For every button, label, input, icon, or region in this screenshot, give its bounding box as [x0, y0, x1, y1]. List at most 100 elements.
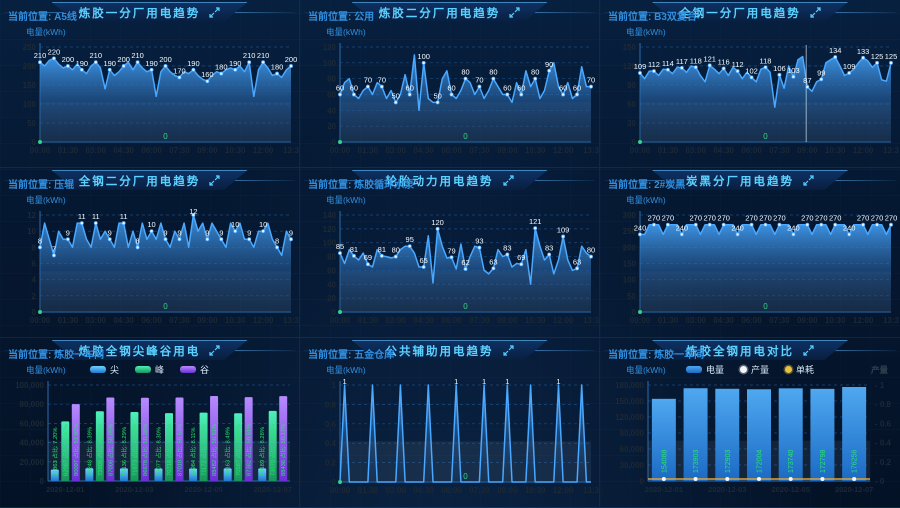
- svg-text:- 0.6: - 0.6: [875, 419, 892, 428]
- expand-icon[interactable]: [502, 345, 514, 356]
- expand-icon[interactable]: [209, 175, 220, 186]
- expand-icon[interactable]: [509, 7, 520, 18]
- legend-item-dianliang[interactable]: 电量: [685, 363, 724, 376]
- svg-text:270: 270: [648, 214, 661, 223]
- svg-text:120: 120: [623, 62, 637, 71]
- svg-text:190: 190: [229, 59, 242, 68]
- svg-text:87008 占比: 50.05%: 87008 占比: 50.05%: [106, 424, 114, 476]
- svg-text:9: 9: [219, 228, 223, 237]
- svg-text:01:30: 01:30: [658, 316, 679, 325]
- svg-text:07:30: 07:30: [169, 316, 190, 325]
- line-chart-lianjiao-1[interactable]: 0 50 100 150 200 250 00:00 01:30 03:00 04:30 06:00…: [0, 39, 300, 165]
- svg-text:200: 200: [23, 62, 37, 71]
- svg-text:03:00: 03:00: [386, 316, 407, 325]
- legend-item-danhao[interactable]: 单耗: [785, 363, 814, 376]
- svg-text:11863 占比: 7.20%: 11863 占比: 7.20%: [51, 427, 59, 476]
- svg-text:00:00: 00:00: [330, 316, 351, 325]
- svg-text:95: 95: [406, 235, 414, 244]
- svg-text:72605 占比: 41.56%: 72605 占比: 41.56%: [96, 424, 104, 476]
- svg-text:120: 120: [431, 218, 444, 227]
- svg-text:100: 100: [323, 239, 337, 248]
- svg-text:04:30: 04:30: [713, 146, 734, 155]
- svg-text:80: 80: [587, 246, 595, 255]
- panel-title-bar: 炼胶全钢尖峰谷用电: [51, 340, 248, 360]
- svg-text:73070 占比: 41.55%: 73070 占比: 41.55%: [269, 424, 277, 476]
- legend-item-chanliang[interactable]: 产量: [739, 363, 769, 376]
- svg-text:270: 270: [871, 214, 884, 223]
- svg-text:09:00: 09:00: [497, 146, 518, 155]
- panel-title-bar: 炼胶一分厂用电趋势: [51, 2, 248, 22]
- line-chart-quangang-1[interactable]: 0 30 60 90 120 150 00:00 01:30 03:00 04:30 06:00 07…: [600, 39, 900, 165]
- y-axis-title: 电量(kWh): [326, 194, 366, 205]
- svg-text:- 0.8: - 0.8: [875, 400, 892, 409]
- legend-label: 单耗: [796, 365, 815, 375]
- panel-title: 炼胶一分厂用电趋势: [78, 7, 201, 20]
- svg-text:121: 121: [703, 54, 716, 63]
- svg-text:50: 50: [27, 119, 36, 128]
- svg-text:250: 250: [623, 227, 637, 236]
- expand-icon[interactable]: [502, 175, 514, 186]
- expand-icon[interactable]: [209, 7, 220, 18]
- svg-text:1: 1: [454, 377, 458, 386]
- svg-text:0.2: 0.2: [325, 459, 337, 468]
- panel-jianfenggu: 当前位置: 炼胶一车间 炼胶全钢尖峰谷用电 电量(kWh) 尖 峰 谷 0 20,…: [0, 338, 300, 508]
- legend-label: 峰: [154, 365, 164, 375]
- legend-item-gu[interactable]: 谷: [180, 363, 209, 376]
- svg-text:60: 60: [503, 84, 511, 93]
- svg-text:07:30: 07:30: [469, 486, 490, 495]
- expand-icon[interactable]: [810, 7, 821, 18]
- svg-text:88436 占比: 50.17%: 88436 占比: 50.17%: [279, 424, 287, 476]
- svg-text:62087 占比: 40.87%: 62087 占比: 40.87%: [61, 424, 69, 476]
- svg-text:- 0.4: - 0.4: [875, 439, 892, 448]
- svg-text:13163 占比: 8.49%: 13163 占比: 8.49%: [224, 427, 232, 476]
- svg-text:270: 270: [885, 214, 898, 223]
- svg-text:79: 79: [447, 246, 455, 255]
- svg-text:210: 210: [257, 51, 270, 60]
- line-chart-tanhei[interactable]: 0 50 100 150 200 250 300 00:00 01:30 03:00 04:30 06…: [600, 207, 900, 335]
- bar-chart-jianfenggu[interactable]: 0 20,000 40,000 60,000 80,000 100,000 2020-12-…: [0, 377, 300, 505]
- svg-text:50: 50: [433, 91, 441, 100]
- legend: 尖 峰 谷: [0, 363, 299, 376]
- expand-icon[interactable]: [803, 175, 814, 186]
- svg-text:03:00: 03:00: [686, 316, 707, 325]
- legend-item-feng[interactable]: 峰: [134, 363, 164, 376]
- svg-text:13:3: 13:3: [583, 316, 600, 325]
- svg-text:270: 270: [857, 214, 870, 223]
- svg-text:13077 占比: 8.30%: 13077 占比: 8.30%: [155, 427, 163, 476]
- y-axis-title: 电量(kWh): [26, 194, 66, 205]
- panel-gonggong-fuzhu: 当前位置: 五金仓库 公共辅助用电趋势 电量(kWh) 0 0.2 0.4 0.6 0.…: [300, 338, 600, 508]
- svg-text:190: 190: [145, 59, 158, 68]
- svg-text:60,000: 60,000: [20, 419, 45, 428]
- svg-text:100: 100: [23, 100, 37, 109]
- panel-tanhei: 当前位置: 2#炭黑 炭黑分厂用电趋势 电量(kWh) 0 50 100 150 200…: [600, 168, 900, 338]
- svg-text:80,000: 80,000: [20, 400, 45, 409]
- expand-icon[interactable]: [803, 345, 814, 356]
- legend-label: 产量: [750, 365, 769, 375]
- panel-title-bar: 炼胶全钢用电对比: [652, 340, 848, 360]
- svg-text:140: 140: [323, 211, 337, 220]
- svg-text:270: 270: [662, 214, 675, 223]
- expand-icon[interactable]: [209, 345, 220, 356]
- svg-text:71873 占比: 41.33%: 71873 占比: 41.33%: [130, 424, 138, 476]
- y-axis-title: 电量(kWh): [626, 194, 666, 205]
- svg-text:03:00: 03:00: [386, 146, 407, 155]
- svg-text:65: 65: [419, 256, 427, 265]
- svg-text:81: 81: [378, 245, 386, 254]
- svg-text:270: 270: [773, 214, 786, 223]
- svg-text:180: 180: [215, 63, 228, 72]
- svg-text:07:30: 07:30: [169, 146, 190, 155]
- svg-text:70: 70: [378, 76, 386, 85]
- svg-text:240: 240: [843, 223, 856, 232]
- svg-text:10: 10: [27, 227, 36, 236]
- panel-title: 全钢二分厂用电趋势: [78, 175, 201, 188]
- svg-text:13:3: 13:3: [283, 316, 300, 325]
- bar-line-chart-duibi[interactable]: 0 30,000 60,000 90,000 120,000 150,000 180,000…: [600, 377, 900, 505]
- svg-text:85: 85: [336, 242, 344, 251]
- svg-text:176256: 176256: [852, 450, 859, 473]
- legend-item-jian[interactable]: 尖: [89, 363, 119, 376]
- svg-text:154088: 154088: [661, 450, 668, 473]
